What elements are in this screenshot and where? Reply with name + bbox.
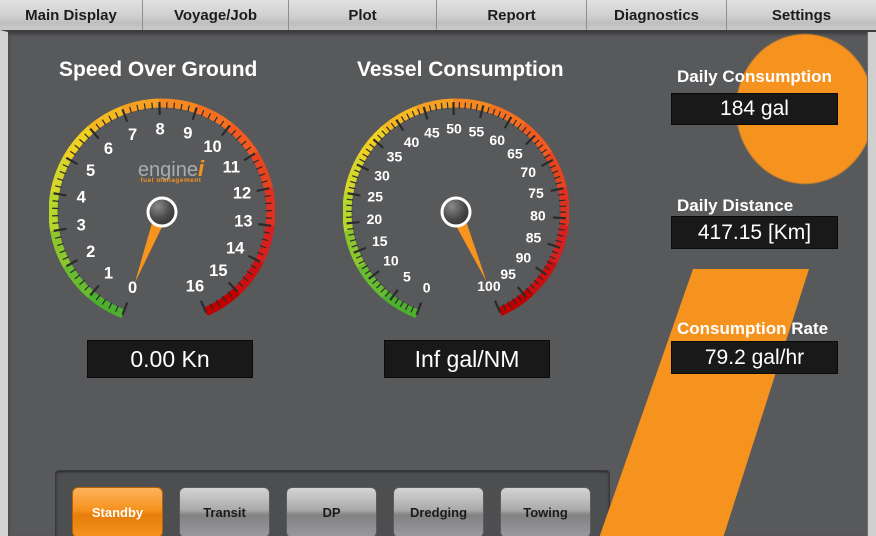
svg-text:5: 5 bbox=[86, 162, 95, 180]
svg-text:30: 30 bbox=[374, 167, 390, 183]
svg-text:0: 0 bbox=[128, 279, 137, 297]
svg-text:6: 6 bbox=[103, 140, 112, 158]
svg-text:10: 10 bbox=[383, 253, 399, 269]
svg-text:15: 15 bbox=[372, 233, 388, 249]
svg-text:95: 95 bbox=[500, 266, 516, 282]
svg-text:75: 75 bbox=[528, 185, 544, 201]
svg-text:3: 3 bbox=[76, 216, 85, 234]
svg-text:11: 11 bbox=[222, 159, 239, 177]
svg-text:7: 7 bbox=[127, 126, 136, 144]
svg-text:25: 25 bbox=[367, 189, 383, 205]
svg-text:2: 2 bbox=[86, 243, 95, 261]
svg-text:55: 55 bbox=[469, 123, 485, 139]
svg-text:35: 35 bbox=[387, 149, 403, 165]
svg-text:0: 0 bbox=[423, 279, 431, 295]
svg-text:85: 85 bbox=[526, 229, 542, 245]
svg-text:4: 4 bbox=[76, 188, 86, 206]
svg-text:50: 50 bbox=[446, 121, 462, 137]
svg-text:15: 15 bbox=[209, 262, 227, 280]
svg-text:14: 14 bbox=[225, 239, 244, 257]
svg-text:1: 1 bbox=[103, 265, 112, 283]
svg-text:45: 45 bbox=[424, 124, 440, 140]
svg-text:9: 9 bbox=[183, 125, 192, 143]
svg-text:5: 5 bbox=[403, 268, 411, 284]
svg-text:8: 8 bbox=[155, 120, 164, 138]
svg-text:80: 80 bbox=[530, 207, 546, 223]
svg-text:60: 60 bbox=[489, 132, 505, 148]
svg-text:20: 20 bbox=[367, 211, 383, 227]
svg-text:90: 90 bbox=[516, 249, 532, 265]
svg-text:10: 10 bbox=[203, 138, 221, 156]
svg-text:16: 16 bbox=[185, 277, 203, 295]
svg-text:100: 100 bbox=[477, 278, 501, 294]
svg-text:13: 13 bbox=[234, 213, 252, 231]
svg-text:40: 40 bbox=[404, 134, 420, 150]
svg-text:12: 12 bbox=[232, 185, 250, 203]
svg-text:70: 70 bbox=[520, 164, 536, 180]
svg-text:65: 65 bbox=[507, 146, 523, 162]
